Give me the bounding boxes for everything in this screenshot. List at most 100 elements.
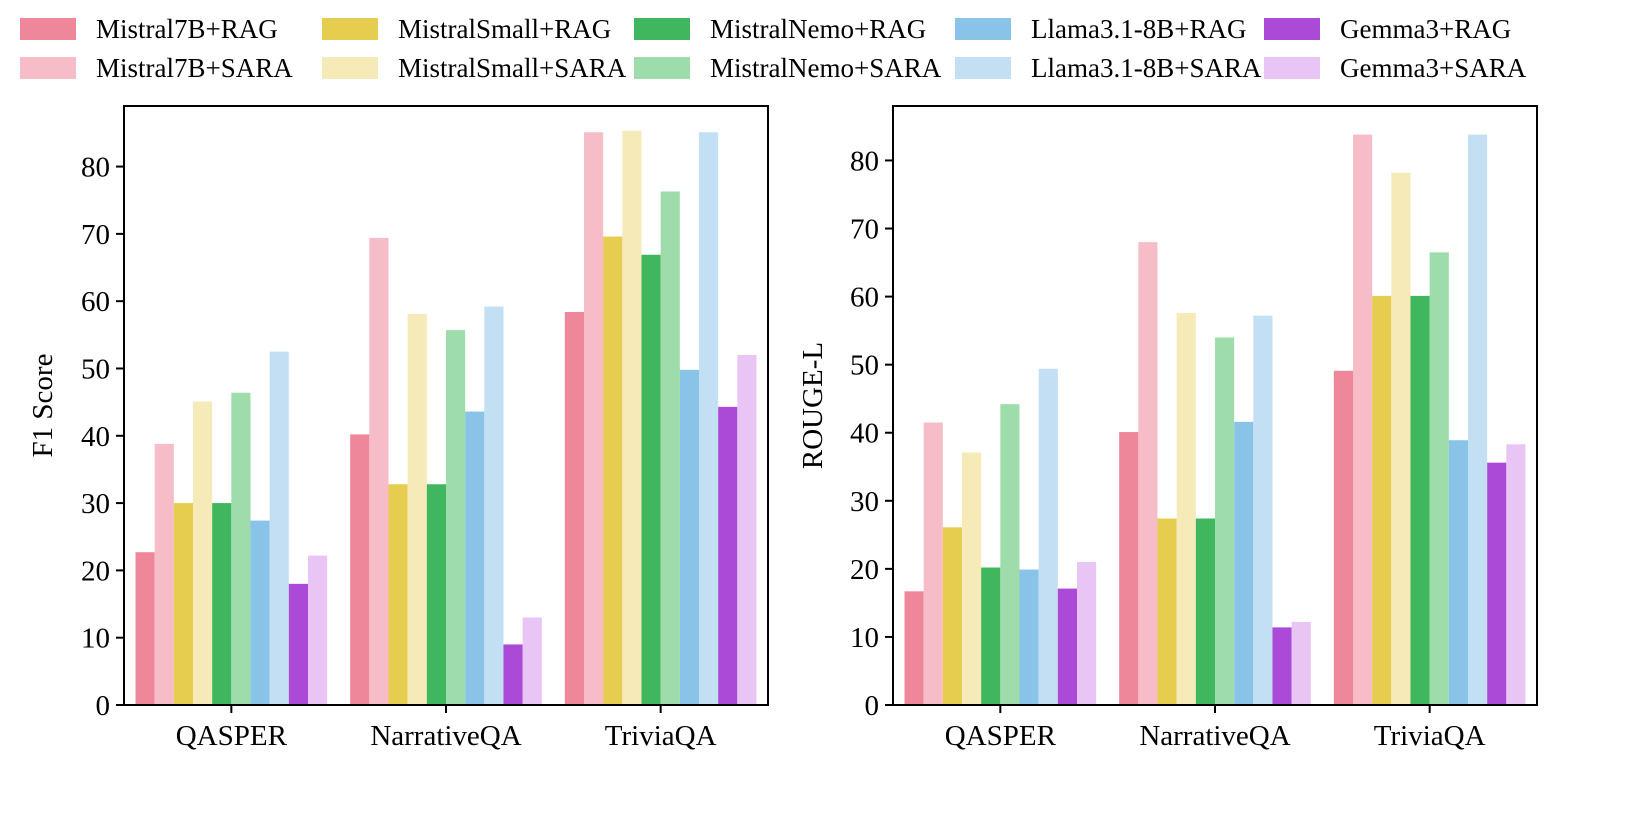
y-tick-label: 0 [96, 690, 111, 722]
y-tick-label: 10 [850, 622, 879, 654]
legend-label: Llama3.1-8B+RAG [1031, 13, 1247, 44]
bar [212, 503, 232, 705]
bar [288, 583, 308, 705]
legend-swatch [322, 18, 378, 40]
bar [1234, 421, 1254, 705]
y-tick-label: 60 [81, 286, 110, 318]
bar [1077, 562, 1097, 705]
bar [1333, 370, 1353, 705]
legend-item: MistralNemo+SARA [634, 53, 941, 83]
bar [1291, 621, 1311, 705]
bar [679, 369, 699, 705]
bar [1157, 518, 1177, 705]
y-tick-label: 50 [81, 353, 110, 385]
bar [1506, 444, 1526, 705]
bar [308, 555, 328, 705]
bar [718, 406, 738, 705]
legend-label: Mistral7B+SARA [96, 52, 293, 83]
bar [1138, 242, 1158, 705]
x-tick-label: QASPER [176, 720, 288, 752]
bar [173, 503, 193, 705]
bar [1119, 432, 1139, 705]
legend-label: Gemma3+RAG [1340, 13, 1512, 44]
bar [1057, 588, 1077, 705]
legend-item: Llama3.1-8B+RAG [955, 14, 1246, 44]
legend-swatch [322, 57, 378, 79]
legend-swatch [1264, 57, 1320, 79]
legend-item: MistralNemo+RAG [634, 14, 926, 44]
y-tick-label: 80 [850, 145, 879, 177]
bar [981, 567, 1001, 705]
bar [484, 306, 504, 705]
legend-swatch [634, 18, 690, 40]
legend-swatch [20, 57, 76, 79]
legend-item: Llama3.1-8B+SARA [955, 53, 1261, 83]
bar [737, 355, 757, 705]
x-tick-label: TriviaQA [1374, 720, 1486, 752]
bar [699, 132, 719, 705]
y-tick-label: 70 [850, 214, 879, 246]
legend-item: MistralSmall+SARA [322, 53, 626, 83]
legend-swatch [1264, 18, 1320, 40]
y-tick-label: 30 [850, 486, 879, 518]
bar [1195, 518, 1215, 705]
x-tick-label: QASPER [945, 720, 1057, 752]
y-axis-label: F1 Score [27, 354, 59, 458]
bar [465, 411, 485, 705]
x-tick-label: TriviaQA [605, 720, 717, 752]
y-tick-label: 50 [850, 350, 879, 382]
legend-label: MistralNemo+RAG [710, 13, 927, 44]
y-tick-label: 10 [81, 623, 110, 655]
legend-label: Gemma3+SARA [1340, 52, 1527, 83]
legend-item: MistralSmall+RAG [322, 14, 611, 44]
y-tick-label: 0 [865, 690, 880, 722]
bar [1410, 295, 1430, 705]
bar [923, 422, 943, 705]
bar [1353, 134, 1373, 706]
legend-swatch [955, 18, 1011, 40]
bar [1176, 312, 1196, 705]
bar [193, 401, 213, 705]
bar [1019, 569, 1039, 705]
bar [622, 130, 642, 705]
y-axis-label: ROUGE-L [797, 342, 829, 469]
bar [1487, 462, 1507, 705]
legend-item: Mistral7B+RAG [20, 14, 278, 44]
y-tick-label: 70 [81, 219, 110, 251]
bar [641, 254, 661, 706]
y-tick-label: 40 [81, 421, 110, 453]
bar [1468, 134, 1488, 706]
bar [1448, 440, 1468, 705]
bar [1429, 252, 1449, 705]
legend-item: Gemma3+RAG [1264, 14, 1511, 44]
bar [660, 191, 680, 706]
bar [1000, 404, 1020, 705]
bar [350, 434, 370, 705]
y-tick-label: 20 [81, 555, 110, 587]
legend-label: MistralNemo+SARA [710, 52, 942, 83]
bar [962, 452, 982, 705]
bar [1038, 368, 1058, 705]
bar [426, 484, 446, 705]
bar [584, 132, 604, 705]
bar [1391, 172, 1411, 705]
legend-label: MistralSmall+SARA [398, 52, 627, 83]
legend-item: Gemma3+SARA [1264, 53, 1526, 83]
bar [503, 644, 523, 705]
chart-legend: Mistral7B+RAG Mistral7B+SARA MistralSmall+… [0, 0, 1627, 112]
bar [446, 330, 466, 705]
f1-score-chart: 0 10 20 30 40 50 60 70 80 QASPER NarrativeQA Trivia… [27, 105, 769, 752]
bar [269, 351, 289, 705]
bar [1215, 337, 1235, 705]
bar [1253, 315, 1273, 705]
x-tick-label: NarrativeQA [370, 720, 521, 752]
bar [522, 617, 542, 705]
legend-label: Llama3.1-8B+SARA [1031, 52, 1262, 83]
bar [369, 237, 389, 705]
legend-swatch [955, 57, 1011, 79]
y-tick-label: 80 [81, 152, 110, 184]
bar [135, 552, 155, 705]
bar [250, 520, 270, 705]
bar [154, 443, 174, 705]
